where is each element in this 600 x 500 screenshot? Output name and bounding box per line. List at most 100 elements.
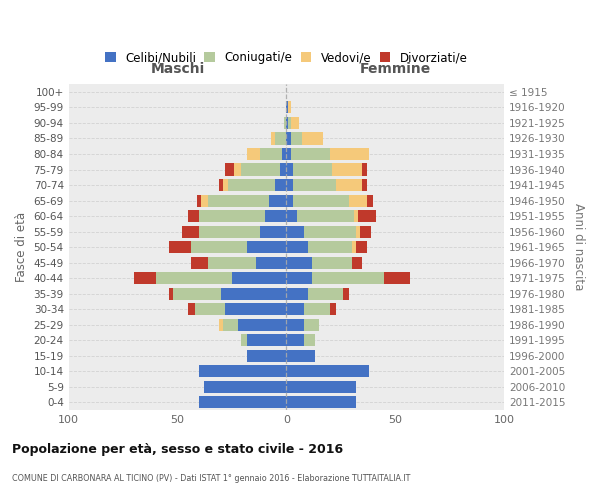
Bar — [286, 102, 289, 114]
Bar — [313, 256, 352, 268]
Bar — [191, 256, 208, 268]
Bar — [286, 366, 369, 378]
Bar — [313, 272, 384, 284]
Bar — [219, 179, 223, 191]
Bar — [289, 102, 290, 114]
Bar — [269, 194, 286, 206]
Bar — [188, 210, 199, 222]
Bar — [286, 117, 289, 129]
Bar — [247, 350, 286, 362]
Bar — [343, 288, 349, 300]
Bar — [191, 241, 247, 253]
Bar — [208, 194, 269, 206]
Bar — [156, 272, 232, 284]
Bar — [286, 210, 297, 222]
Bar — [286, 272, 313, 284]
Bar — [330, 148, 369, 160]
Bar — [297, 210, 354, 222]
Bar — [304, 334, 314, 346]
Bar — [227, 179, 275, 191]
Y-axis label: Fasce di età: Fasce di età — [15, 212, 28, 282]
Bar — [290, 117, 299, 129]
Bar — [304, 226, 356, 237]
Bar — [358, 210, 376, 222]
Bar — [286, 241, 308, 253]
Bar — [280, 164, 286, 175]
Bar — [208, 256, 256, 268]
Text: Femmine: Femmine — [359, 62, 431, 76]
Bar — [367, 194, 373, 206]
Bar — [169, 241, 191, 253]
Bar — [241, 164, 280, 175]
Bar — [199, 210, 265, 222]
Bar — [286, 303, 304, 316]
Bar — [247, 334, 286, 346]
Bar — [293, 179, 337, 191]
Bar — [361, 226, 371, 237]
Text: COMUNE DI CARBONARA AL TICINO (PV) - Dati ISTAT 1° gennaio 2016 - Elaborazione T: COMUNE DI CARBONARA AL TICINO (PV) - Dat… — [12, 474, 410, 483]
Bar — [284, 117, 286, 129]
Bar — [203, 381, 286, 393]
Bar — [302, 132, 323, 144]
Bar — [308, 288, 343, 300]
Bar — [199, 366, 286, 378]
Legend: Celibi/Nubili, Coniugati/e, Vedovi/e, Divorziati/e: Celibi/Nubili, Coniugati/e, Vedovi/e, Di… — [101, 48, 471, 68]
Bar — [286, 164, 293, 175]
Bar — [223, 318, 238, 331]
Bar — [226, 164, 234, 175]
Text: Popolazione per età, sesso e stato civile - 2016: Popolazione per età, sesso e stato civil… — [12, 442, 343, 456]
Bar — [221, 288, 286, 300]
Bar — [199, 396, 286, 408]
Bar — [232, 272, 286, 284]
Bar — [290, 132, 302, 144]
Bar — [362, 164, 367, 175]
Bar — [247, 241, 286, 253]
Bar — [308, 241, 352, 253]
Bar — [260, 148, 282, 160]
Bar — [293, 194, 349, 206]
Bar — [286, 396, 356, 408]
Bar — [275, 132, 286, 144]
Bar — [169, 288, 173, 300]
Bar — [134, 272, 156, 284]
Bar — [238, 318, 286, 331]
Bar — [188, 303, 195, 316]
Bar — [330, 303, 337, 316]
Bar — [286, 148, 290, 160]
Bar — [256, 256, 286, 268]
Bar — [337, 179, 362, 191]
Bar — [352, 256, 362, 268]
Bar — [282, 148, 286, 160]
Bar — [286, 381, 356, 393]
Bar — [286, 350, 314, 362]
Bar — [332, 164, 362, 175]
Bar — [384, 272, 410, 284]
Bar — [293, 164, 332, 175]
Bar — [173, 288, 221, 300]
Bar — [197, 194, 202, 206]
Bar — [286, 256, 313, 268]
Bar — [286, 226, 304, 237]
Bar — [226, 303, 286, 316]
Bar — [349, 194, 367, 206]
Bar — [290, 148, 330, 160]
Y-axis label: Anni di nascita: Anni di nascita — [572, 204, 585, 291]
Bar — [286, 179, 293, 191]
Bar — [182, 226, 199, 237]
Bar — [286, 334, 304, 346]
Bar — [271, 132, 275, 144]
Bar — [247, 148, 260, 160]
Bar — [241, 334, 247, 346]
Text: Maschi: Maschi — [151, 62, 205, 76]
Bar — [354, 210, 358, 222]
Bar — [199, 226, 260, 237]
Bar — [286, 318, 304, 331]
Bar — [286, 132, 290, 144]
Bar — [265, 210, 286, 222]
Bar — [223, 179, 227, 191]
Bar — [304, 303, 330, 316]
Bar — [356, 226, 361, 237]
Bar — [362, 179, 367, 191]
Bar — [234, 164, 241, 175]
Bar — [286, 288, 308, 300]
